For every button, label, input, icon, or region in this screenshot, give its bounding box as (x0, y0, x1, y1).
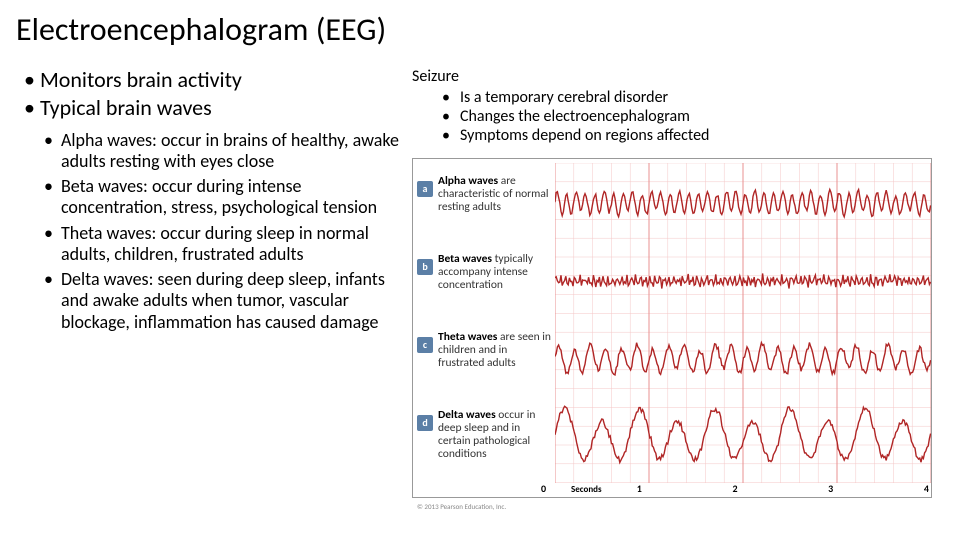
x-tick: 4 (924, 482, 929, 495)
left-column: Monitors brain activity Typical brain wa… (16, 67, 404, 498)
sub-bullet-list: Alpha waves: occur in brains of healthy,… (16, 124, 404, 333)
x-axis-label: Seconds (571, 484, 602, 495)
seizure-item: Is a temporary cerebral disorder (442, 88, 944, 107)
x-tick: 0 (541, 482, 546, 495)
seizure-list: Is a temporary cerebral disorder Changes… (412, 88, 944, 146)
sub-bullet: Alpha waves: occur in brains of healthy,… (44, 130, 404, 172)
wave-label: Beta waves typically accompany intense c… (438, 241, 553, 293)
sub-bullet: Theta waves: occur during sleep in norma… (44, 223, 404, 265)
sub-bullet: Beta waves: occur during intense concent… (44, 176, 404, 218)
copyright-text: © 2013 Pearson Education, Inc. (417, 502, 506, 511)
content-area: Monitors brain activity Typical brain wa… (0, 49, 960, 498)
x-tick: 3 (828, 482, 833, 495)
wave-label: Alpha waves are characteristic of normal… (438, 163, 553, 215)
wave-row-alpha: a Alpha waves are characteristic of norm… (417, 163, 553, 239)
seizure-item: Changes the electroencephalogram (442, 107, 944, 126)
wave-label: Theta waves are seen in children and in … (438, 319, 553, 371)
grid-svg (555, 163, 931, 483)
wave-row-beta: b Beta waves typically accompany intense… (417, 241, 553, 317)
seizure-item: Symptoms depend on regions affected (442, 126, 944, 145)
wave-tag-icon: b (417, 259, 433, 275)
main-bullet: Monitors brain activity (16, 67, 404, 93)
wave-row-delta: d Delta waves occur in deep sleep and in… (417, 397, 553, 473)
wave-tag-icon: a (417, 181, 433, 197)
wave-tag-icon: c (417, 337, 433, 353)
wave-row-theta: c Theta waves are seen in children and i… (417, 319, 553, 395)
sub-bullet: Delta waves: seen during deep sleep, inf… (44, 269, 404, 333)
wave-tag-icon: d (417, 415, 433, 431)
wave-label: Delta waves occur in deep sleep and in c… (438, 397, 553, 462)
right-column: Seizure Is a temporary cerebral disorder… (404, 67, 944, 498)
main-bullet: Typical brain waves (16, 95, 404, 121)
page-title: Electroencephalogram (EEG) (0, 0, 960, 49)
seizure-heading: Seizure (412, 67, 944, 86)
x-tick: 2 (732, 482, 737, 495)
chart-grid (555, 163, 931, 483)
eeg-chart: a Alpha waves are characteristic of norm… (412, 158, 932, 498)
x-tick: 1 (637, 482, 642, 495)
